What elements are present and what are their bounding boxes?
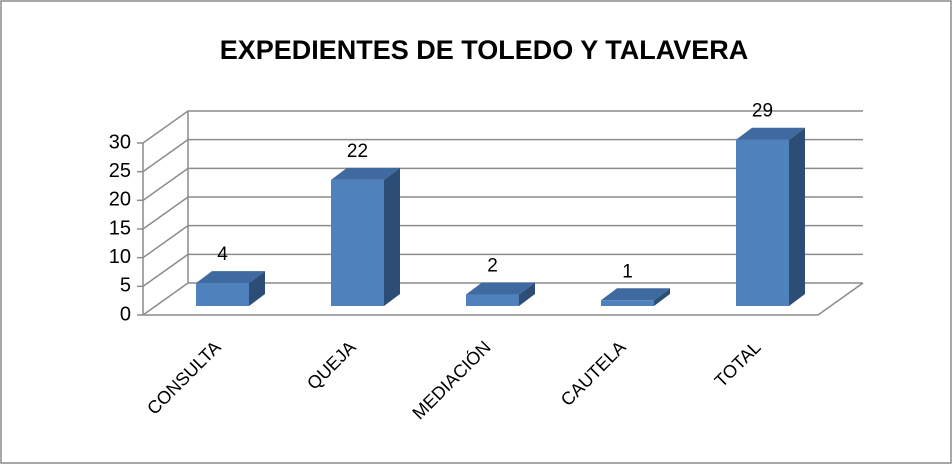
bar [736,139,789,306]
grid-line [142,253,189,287]
grid-line [142,139,189,173]
y-tick-label: 5 [120,275,131,297]
value-label: 4 [217,244,228,265]
bar-side [249,271,265,306]
bar-top [466,282,535,295]
grid-line [142,196,189,230]
bar-top [736,127,805,140]
bar [466,294,519,306]
y-tick-label: 0 [120,303,131,325]
bar-side [384,167,400,306]
chart-title: EXPEDIENTES DE TOLEDO Y TALAVERA [220,35,749,65]
grid-line [142,110,189,144]
bar-top [331,167,400,180]
y-tick-label: 10 [109,246,131,268]
bar-top [196,271,265,284]
value-label: 29 [752,101,773,122]
grid-line [142,167,189,201]
value-label: 22 [347,141,368,162]
y-tick-label: 30 [109,131,131,153]
bar [331,179,384,306]
y-tick-label: 25 [109,160,131,182]
bar [601,300,654,306]
bar [196,283,249,306]
bar-side [519,282,535,306]
value-label: 2 [487,256,498,277]
y-tick-label: 15 [109,217,131,239]
value-label: 1 [622,261,633,282]
grid-line [142,225,189,259]
y-tick-label: 20 [109,189,131,211]
bar-side [789,127,805,306]
bar-top [601,288,670,301]
floor-edge [817,282,864,316]
bar-side [654,288,670,306]
grid-line [142,282,189,316]
